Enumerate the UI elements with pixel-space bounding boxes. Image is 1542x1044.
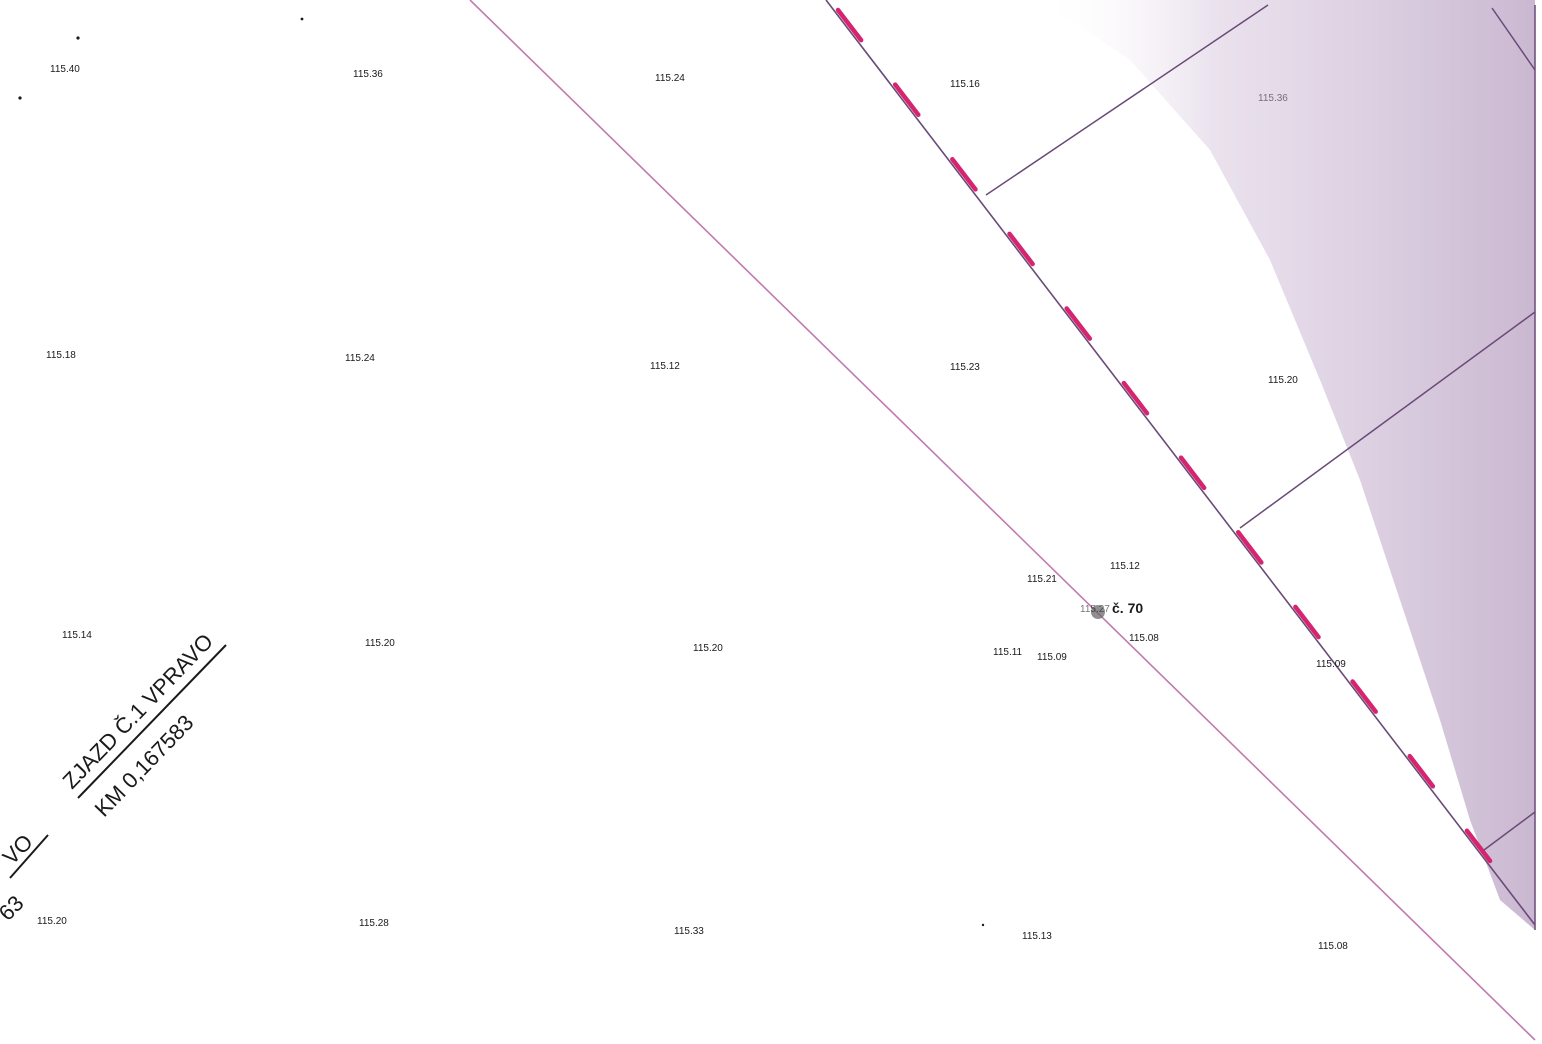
elevation-label: 115.11: [993, 647, 1023, 658]
elevation-label: 115.20: [1268, 375, 1298, 386]
elevation-label: 115.14: [62, 630, 92, 641]
road-edge-line: [469, 0, 1536, 1041]
edge-label-underline: [9, 834, 49, 879]
edge-label-lower: 63: [0, 890, 29, 925]
elevation-label: 115.28: [359, 918, 389, 929]
elevation-label: 115.18: [46, 350, 76, 361]
parcel-division-line-4: [1491, 7, 1536, 71]
elevation-label: 115.20: [37, 916, 67, 927]
survey-point: [981, 923, 985, 927]
elevation-label: 115.09: [1037, 652, 1067, 663]
elevation-label: 115.24: [345, 353, 375, 364]
elevation-label: 115.23: [950, 362, 980, 373]
survey-point: [76, 36, 80, 40]
elevation-label: 115.16: [950, 79, 980, 90]
parcel-division-line-3: [1483, 811, 1536, 851]
edge-label-upper: VO: [0, 829, 38, 869]
parcel-division-line-1: [985, 4, 1269, 196]
elevation-label: 115.13: [1022, 931, 1052, 942]
lot-overprint-label: 115.27: [1080, 604, 1110, 615]
elevation-label: 115.20: [693, 643, 723, 654]
elevation-label: 115.24: [655, 73, 685, 84]
elevation-label: 115.20: [365, 638, 395, 649]
elevation-label: 115.09: [1316, 659, 1346, 670]
elevation-label: 115.12: [650, 361, 680, 372]
lot-number-label: č. 70: [1112, 600, 1143, 616]
lot-marker-point: [1091, 605, 1105, 619]
shaded-parcel-area: [1040, 0, 1535, 930]
elevation-label: 115.40: [50, 64, 80, 75]
parcel-division-line-2: [1239, 311, 1536, 529]
elevation-label: 115.33: [674, 926, 704, 937]
elevation-label: 115.12: [1110, 561, 1140, 572]
survey-point: [300, 17, 304, 21]
elevation-label: 115.08: [1318, 941, 1348, 952]
elevation-label: 115.36: [353, 69, 383, 80]
elevation-label: 115.36: [1258, 93, 1288, 104]
parcel-boundary-line: [825, 0, 1536, 926]
access-label-underline: [77, 644, 227, 799]
elevation-label: 115.08: [1129, 633, 1159, 644]
elevation-label: 115.21: [1027, 574, 1057, 585]
survey-point: [18, 96, 22, 100]
